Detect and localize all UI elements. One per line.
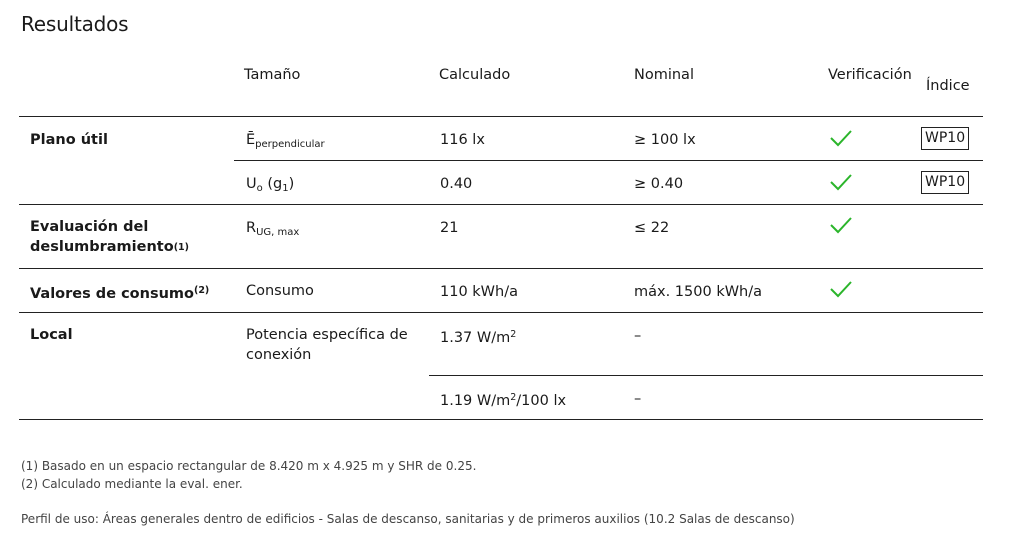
table-rule <box>19 204 983 205</box>
size-cell: Consumo <box>246 283 314 299</box>
index-badge: WP10 <box>921 171 970 194</box>
size-suffix-close: ) <box>288 176 295 192</box>
size-cell: RUG, max <box>246 218 299 243</box>
page-title: Resultados <box>21 12 129 36</box>
footnote: (2) Calculado mediante la eval. ener. <box>21 477 243 491</box>
group-label-line: deslumbramiento(1) <box>30 239 189 255</box>
header-index: Índice <box>926 78 970 94</box>
index-badge: WP10 <box>921 127 970 150</box>
table-rule <box>19 116 983 117</box>
size-symbol: U <box>246 176 257 192</box>
nominal-value: – <box>634 391 642 407</box>
nominal-value: ≤ 22 <box>634 220 670 236</box>
size-symbol: Ē <box>246 132 256 148</box>
check-icon <box>830 130 852 147</box>
table-rule <box>19 419 983 420</box>
calculated-value: 1.37 W/m2 <box>440 329 517 346</box>
size-cell: Uo (g1) <box>246 174 294 199</box>
calculated-value: 1.19 W/m2/100 lx <box>440 392 567 409</box>
nominal-value: ≥ 0.40 <box>634 176 684 192</box>
usage-profile: Perfil de uso: Áreas generales dentro de… <box>21 512 795 526</box>
size-cell: Potencia específica de conexión <box>246 325 408 365</box>
nominal-value: máx. 1500 kWh/a <box>634 284 763 300</box>
footnote: (1) Basado en un espacio rectangular de … <box>21 459 477 473</box>
table-rule <box>234 160 983 161</box>
size-subscript: perpendicular <box>255 139 325 150</box>
calculated-value: 21 <box>440 220 459 236</box>
footnote-ref: (2) <box>193 285 210 296</box>
group-label-plano-util: Plano útil <box>30 132 108 148</box>
table-rule <box>19 268 983 269</box>
calculated-value: 0.40 <box>440 176 473 192</box>
nominal-value: ≥ 100 lx <box>634 132 696 148</box>
size-subscript: UG, max <box>256 227 300 238</box>
group-label-line: Evaluación del <box>30 219 149 235</box>
table-rule <box>19 312 983 313</box>
header-nominal: Nominal <box>634 67 694 83</box>
header-size: Tamaño <box>244 67 301 83</box>
size-cell: Ēperpendicular <box>246 130 325 155</box>
table-rule <box>429 375 983 376</box>
unit-superscript: 2 <box>510 392 517 403</box>
size-line: Potencia específica de <box>246 327 408 343</box>
size-subscript: o <box>256 183 263 194</box>
check-icon <box>830 217 852 234</box>
footnote-ref: (1) <box>173 242 189 253</box>
header-verification: Verificación <box>828 67 912 83</box>
group-label-local: Local <box>30 327 73 343</box>
calculated-value: 110 kWh/a <box>440 284 518 300</box>
header-calculated: Calculado <box>439 67 511 83</box>
calculated-value: 116 lx <box>440 132 485 148</box>
size-line: conexión <box>246 347 312 363</box>
unit-superscript: 2 <box>510 329 517 340</box>
size-symbol: R <box>246 220 257 236</box>
group-label-consumption: Valores de consumo(2) <box>30 285 210 302</box>
size-suffix: (g <box>262 176 283 192</box>
check-icon <box>830 281 852 298</box>
nominal-value: – <box>634 328 642 344</box>
size-suffix-subscript: 1 <box>282 183 289 194</box>
check-icon <box>830 174 852 191</box>
group-label-glare: Evaluación del deslumbramiento(1) <box>30 217 189 258</box>
